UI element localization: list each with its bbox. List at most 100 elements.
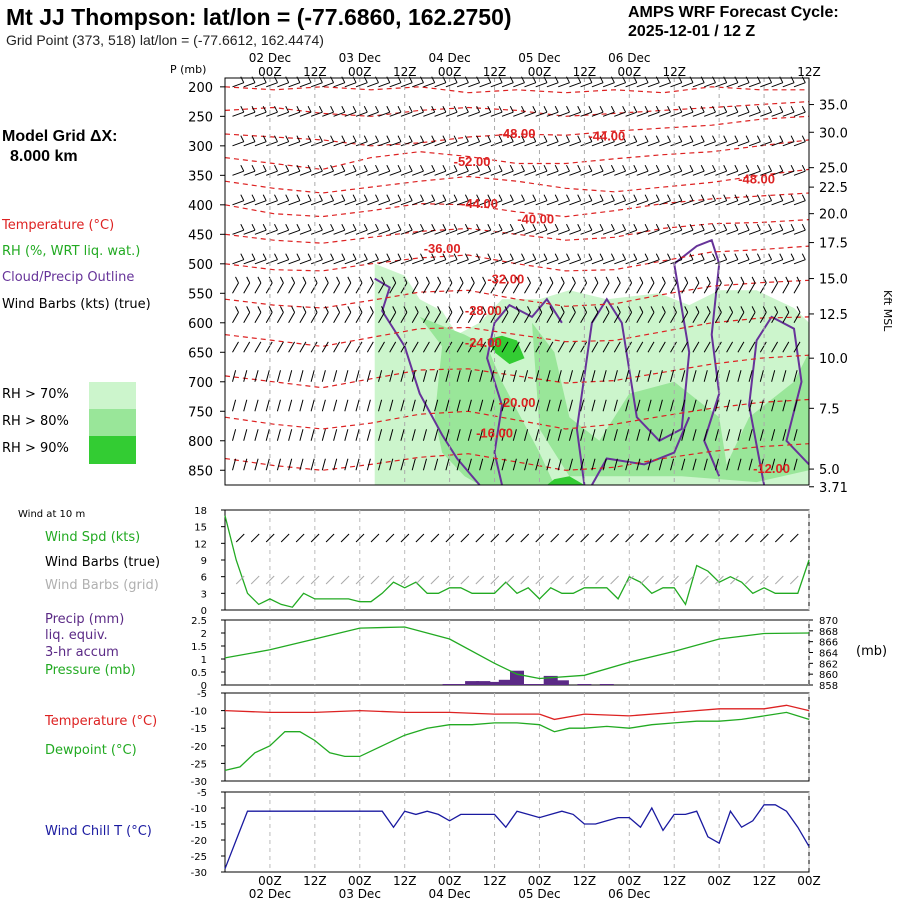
wind-barb [591, 458, 596, 471]
wind-barb [681, 341, 689, 353]
wind-barb [232, 458, 237, 471]
wind-barb [389, 312, 397, 324]
wind-barb-feather [487, 253, 492, 260]
wind-barb-feather [712, 105, 716, 113]
wind-barb-feather [768, 105, 773, 113]
wind-barb-feather [358, 306, 363, 313]
wind-barb [456, 429, 461, 441]
wind-barb [445, 229, 458, 235]
wind-barb [400, 111, 413, 117]
wind-barb [378, 229, 390, 235]
wind-barb-feather [442, 253, 447, 260]
wind10-barb-grid [325, 575, 335, 585]
wind-barb [322, 170, 334, 176]
wind-barb [445, 370, 450, 382]
wind-barb [759, 399, 764, 412]
wind-barb [670, 229, 682, 235]
wind-barb [568, 312, 576, 324]
wind-barb-feather [532, 135, 537, 142]
wind-barb-feather [549, 306, 554, 313]
wind-barb [400, 82, 413, 88]
wind-barb-feather [605, 276, 610, 284]
wind-barb [535, 111, 548, 117]
wind-barb-feather [740, 276, 745, 284]
wind-barb [647, 399, 652, 412]
wind-barb [602, 370, 607, 382]
wind-barb-feather [307, 164, 312, 172]
xs-frame [224, 77, 810, 486]
wind-barb [445, 458, 450, 471]
xs-y2tick-label: 5.0 [819, 463, 840, 478]
wind-barb [681, 312, 689, 324]
wind-barb [276, 399, 281, 412]
wind-barb [625, 399, 630, 412]
wind-barb-feather [566, 194, 570, 201]
wind-barb-feather [470, 276, 475, 284]
wind-barb [254, 82, 267, 88]
wind-barb [625, 111, 637, 117]
wind-barb [355, 111, 368, 117]
wind-barb [355, 200, 368, 206]
wind-barb [243, 200, 256, 206]
bottom-date-label: 02 Dec [249, 887, 291, 900]
wind10-barb-grid [310, 575, 320, 585]
wind-barb-feather [476, 105, 481, 113]
wind-barb-feather [498, 164, 503, 172]
windchill-line [224, 804, 810, 870]
wind-barb [546, 170, 559, 176]
wind-barb [321, 399, 326, 412]
wind-barb [321, 370, 326, 382]
precip-bar [465, 681, 480, 685]
wind-barb [389, 170, 402, 176]
wind-barb-feather [723, 105, 728, 113]
wind-barb [782, 259, 795, 265]
wind10-barb-true [625, 533, 634, 543]
cloud-outline-1 [486, 297, 563, 486]
wind-barb [569, 200, 581, 206]
wind-barb-feather [790, 194, 795, 201]
wind-barb [411, 429, 416, 441]
wind-barb [232, 141, 244, 147]
wind-barb [692, 370, 697, 382]
wind-barb [490, 341, 498, 353]
wind10-barb-true [595, 533, 604, 543]
wind-barb [558, 170, 570, 176]
wind-barb-feather [408, 164, 413, 172]
wind-barb-feather [442, 164, 447, 172]
wind-barb [557, 429, 562, 441]
wind-barb [568, 341, 576, 353]
wind-barb [501, 399, 506, 412]
wind-barb [771, 282, 779, 294]
wind-barb [602, 229, 615, 235]
wind-barb [344, 282, 352, 294]
wind-barb [456, 111, 469, 117]
wind-barb [659, 200, 671, 206]
wind-barb [232, 429, 237, 441]
wind10-barb-true [700, 533, 709, 543]
wind-barb [367, 141, 379, 147]
wind-barb-feather [431, 194, 436, 201]
wind-barb [333, 111, 345, 117]
forecast-cycle-date: 2025-12-01 / 12 Z [628, 23, 756, 40]
top-hour-label: 12Z [483, 65, 507, 79]
wind-barb [479, 341, 487, 353]
dew-label: Dewpoint (°C) [45, 743, 137, 758]
wind-barb [456, 458, 461, 471]
temp-panel-ytick-label: -15 [191, 724, 207, 735]
windchill-panel-ytick-label: -15 [191, 820, 207, 831]
wind-barb [423, 229, 435, 235]
wind-barb [759, 341, 767, 353]
wind-barb [333, 429, 338, 441]
wind-barb [288, 312, 296, 324]
wind-barb [276, 429, 281, 441]
wind-barb [782, 141, 795, 147]
wind-barb [254, 229, 267, 235]
wind-barb [659, 111, 671, 117]
wind-barb [535, 229, 548, 235]
xs-y2tick-label: 7.5 [819, 402, 840, 417]
wind-barb [445, 429, 450, 441]
wind-barb [423, 82, 435, 88]
wind-barb-feather [622, 164, 627, 172]
wind-barb-feather [235, 306, 239, 313]
wind10-barb-grid [789, 575, 799, 585]
